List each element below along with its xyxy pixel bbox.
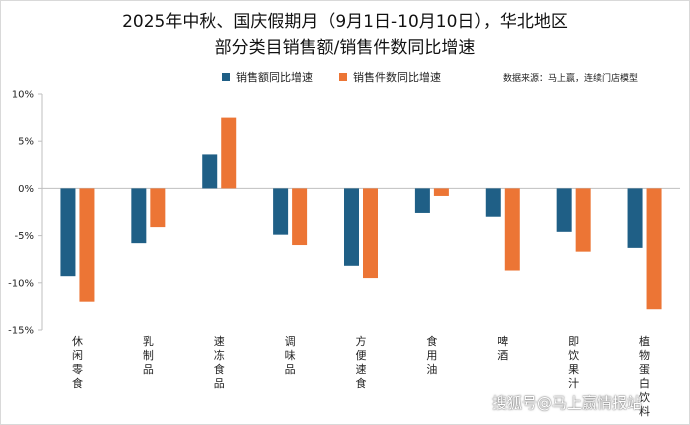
x-category-label: 物 [639,348,650,362]
bar-sales-7 [485,188,501,217]
x-category-label: 食 [426,334,437,348]
chart-title-line2: 部分类目销售额/销售件数同比增速 [214,38,476,58]
x-category-label: 品 [143,363,154,376]
x-category-label: 品 [214,377,225,390]
x-category-label: 啤 [497,334,508,348]
bar-sales-1 [60,188,76,277]
legend-swatch-units [339,73,347,81]
x-category-label: 果 [568,363,579,376]
bar-sales-3 [202,154,218,189]
y-tick-label: 0% [18,184,34,195]
legend-label-units: 销售件数同比增速 [353,71,441,84]
legend: 销售额同比增速 销售件数同比增速 [222,69,467,85]
bar-units-2 [150,188,166,228]
y-tick-label: -10% [8,278,34,289]
legend-label-sales: 销售额同比增速 [236,71,313,84]
legend-item-units: 销售件数同比增速 [339,69,441,85]
x-category-label: 白 [639,376,650,390]
bar-sales-6 [414,188,430,213]
bar-units-3 [221,117,237,189]
watermark: 搜狐号@马上赢情报站 [492,394,643,412]
bar-units-6 [433,188,449,196]
x-category-label: 料 [639,404,650,418]
x-category-label: 味 [285,349,296,362]
bar-sales-2 [131,188,147,244]
legend-swatch-sales [222,73,230,81]
x-category-label: 方 [356,334,367,348]
x-category-label: 即 [568,335,579,348]
x-category-label: 闲 [72,348,83,362]
bar-units-5 [363,188,378,279]
x-category-label: 速 [214,335,225,348]
x-category-label: 汁 [568,377,579,390]
x-category-label: 品 [285,363,296,376]
y-tick-label: 5% [18,137,34,148]
bar-sales-8 [556,188,572,232]
bar-units-1 [79,188,95,302]
chart-title-line1: 2025年中秋、国庆假期月（9月1日-10月10日），华北地区 [122,12,568,32]
bar-sales-9 [627,188,643,248]
x-category-label: 速 [356,363,367,376]
x-category-label: 饮 [568,349,579,362]
bar-units-8 [575,188,591,252]
x-category-label: 食 [356,376,367,390]
x-category-label: 零 [72,363,83,376]
x-category-label: 油 [426,362,437,376]
x-category-label: 冻 [214,348,225,362]
bar-sales-5 [344,188,359,266]
y-tick-label: -15% [8,326,34,337]
x-category-label: 调 [285,335,296,348]
x-category-label: 蛋 [639,363,650,376]
x-category-label: 食 [214,362,225,376]
x-category-label: 乳 [143,335,154,348]
x-category-label: 饮 [639,391,650,404]
bar-units-4 [292,188,308,246]
x-category-label: 酒 [497,349,508,362]
y-tick-label: -5% [15,231,34,242]
x-category-label: 休 [72,335,83,348]
data-source-note: 数据来源：马上赢，连续门店模型 [503,74,639,84]
bar-units-9 [646,188,662,310]
legend-item-sales: 销售额同比增速 [222,69,313,85]
x-category-label: 植 [639,334,650,348]
x-category-label: 食 [72,376,83,390]
bar-sales-4 [273,188,289,235]
x-category-label: 用 [426,349,437,362]
bar-units-7 [504,188,520,271]
x-category-label: 便 [356,349,367,362]
y-tick-label: 10% [12,90,34,101]
x-category-label: 制 [143,349,154,362]
